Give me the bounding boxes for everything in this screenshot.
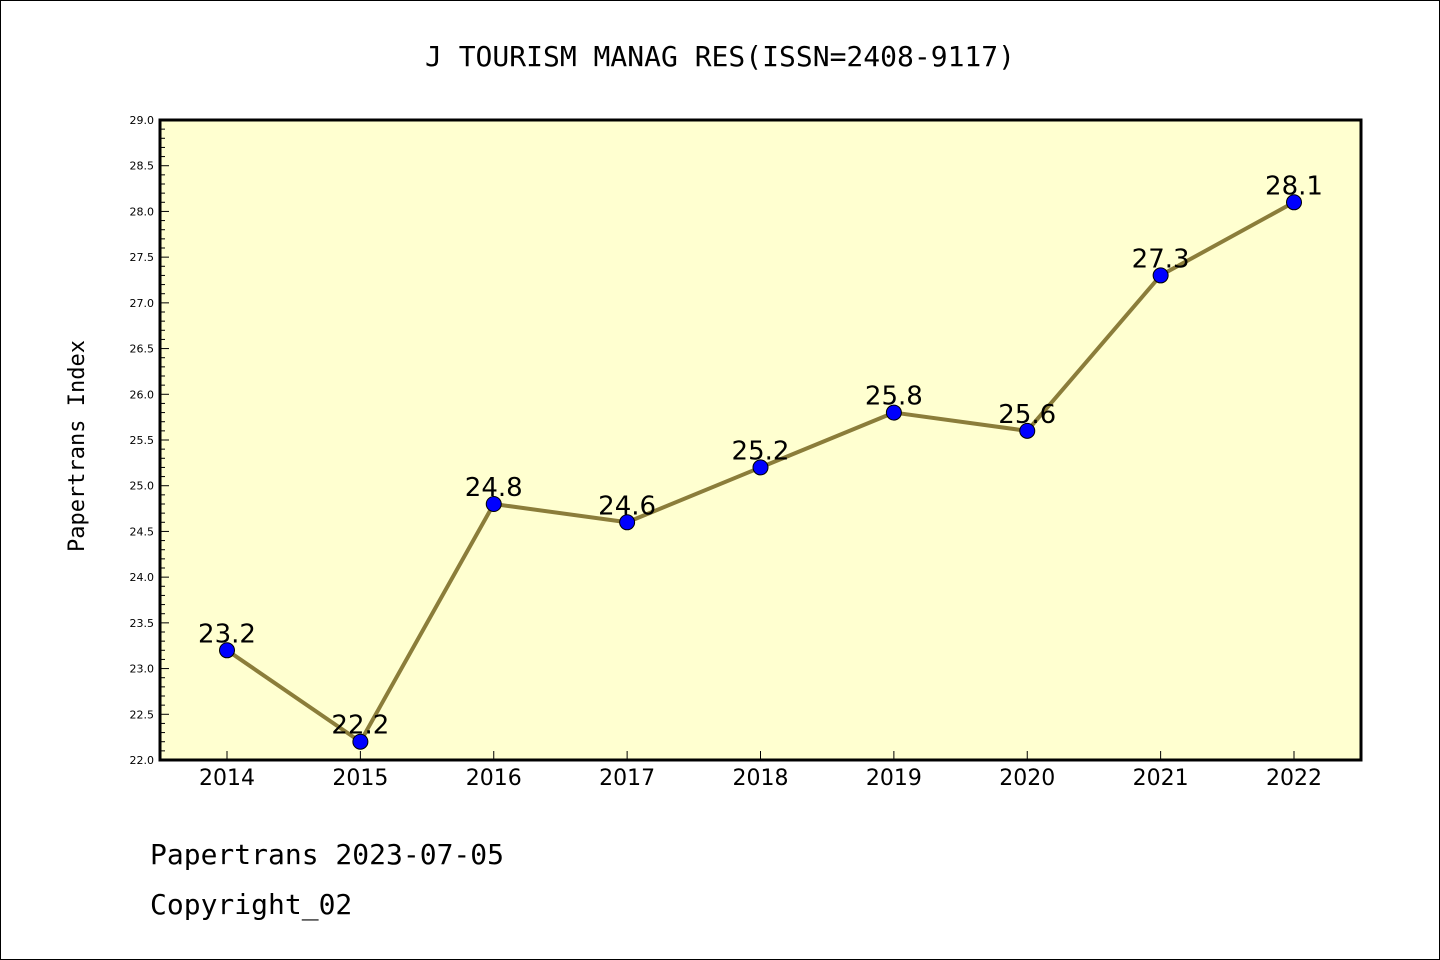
y-tick-label: 23.5 [130, 617, 155, 630]
data-point [752, 459, 769, 476]
data-label: 25.8 [865, 382, 923, 412]
x-tick-label: 2017 [599, 766, 655, 791]
data-label: 23.2 [198, 619, 256, 649]
footer-copyright: Copyright_02 [150, 888, 352, 922]
data-point [1152, 267, 1169, 284]
x-tick-label: 2019 [866, 766, 922, 791]
data-label: 25.2 [732, 436, 790, 466]
x-tick-label: 2014 [199, 766, 255, 791]
y-tick-label: 27.0 [130, 297, 155, 310]
y-tick-label: 23.0 [130, 663, 155, 676]
chart-title: J TOURISM MANAG RES(ISSN=2408-9117) [425, 40, 1015, 73]
y-tick-label: 25.0 [130, 480, 155, 493]
data-point [1019, 422, 1036, 439]
y-tick-label: 24.5 [130, 525, 155, 538]
y-axis-ticks: 22.0 22.5 23.0 23.5 24.0 24.5 25.0 25.5 26.0 26.5… [130, 114, 169, 767]
data-label: 24.6 [598, 491, 656, 521]
data-point [219, 642, 235, 659]
y-tick-label: 22.0 [130, 754, 155, 767]
x-tick-label: 2016 [466, 766, 522, 791]
y-tick-label: 24.0 [130, 571, 155, 584]
data-point [619, 514, 636, 531]
data-point [1286, 194, 1302, 211]
y-tick-label: 28.0 [130, 205, 155, 218]
data-point [485, 496, 502, 512]
data-label: 22.2 [331, 711, 389, 741]
plot-area [158, 118, 1363, 762]
x-tick-label: 2018 [733, 766, 789, 791]
y-tick-label: 27.5 [130, 251, 155, 264]
y-tick-label: 22.5 [130, 708, 155, 721]
x-tick-label: 2020 [999, 766, 1055, 791]
data-point [885, 404, 902, 421]
footer-date: Papertrans 2023-07-05 [150, 838, 504, 871]
data-label: 28.1 [1265, 171, 1323, 201]
y-axis-label: Papertrans Index [65, 340, 90, 552]
x-tick-label: 2022 [1266, 766, 1322, 791]
series-markers [219, 194, 1302, 750]
data-label: 27.3 [1132, 244, 1190, 274]
y-tick-label: 26.5 [130, 343, 155, 356]
x-tick-label: 2021 [1133, 766, 1189, 791]
data-label: 25.6 [998, 400, 1056, 430]
x-tick-label: 2015 [332, 766, 388, 791]
y-tick-label: 29.0 [130, 114, 155, 127]
data-labels: 23.2 22.2 24.8 24.6 25.2 25.8 25.6 27.3 28.1 [198, 171, 1323, 740]
data-point [352, 733, 369, 750]
x-axis-ticks: 2014 2015 2016 2017 2018 2019 2020 2021 2022 [199, 751, 1322, 791]
y-tick-label: 26.0 [130, 388, 155, 401]
y-tick-label: 28.5 [130, 160, 155, 173]
y-tick-label: 25.5 [130, 434, 155, 447]
data-label: 24.8 [465, 473, 523, 503]
